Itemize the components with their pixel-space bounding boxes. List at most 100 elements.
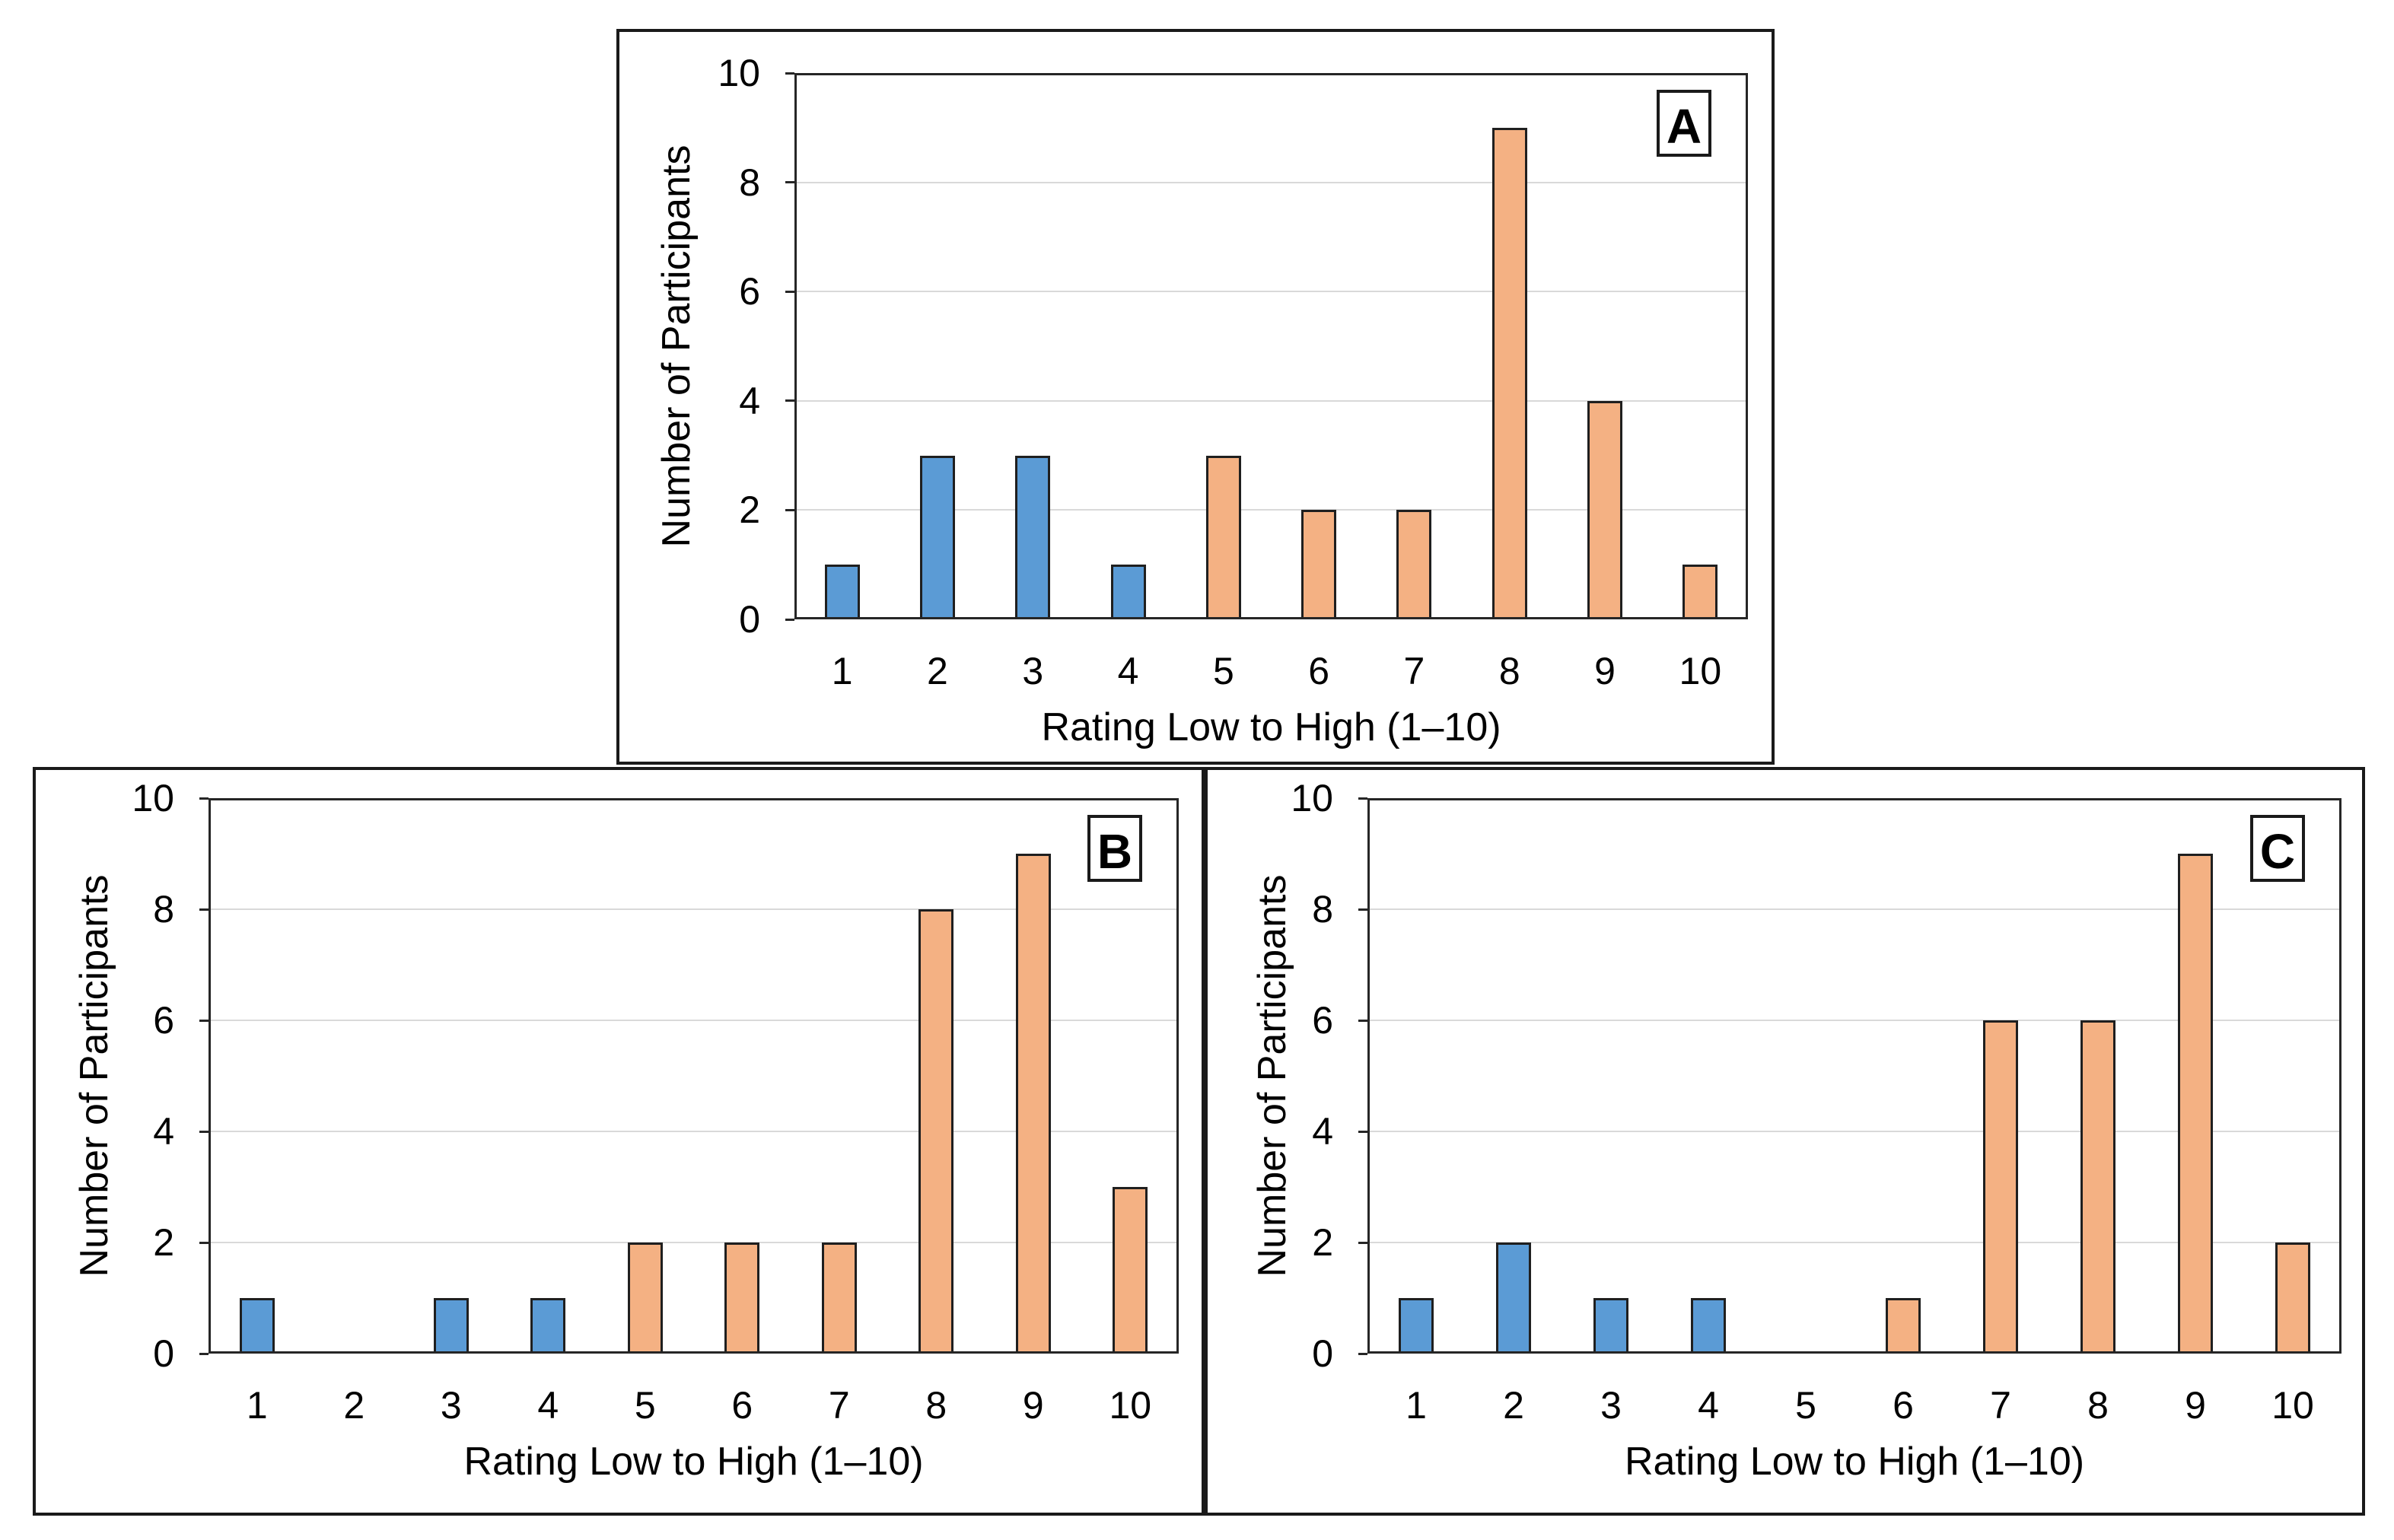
y-tick-label-4: 4 (153, 1110, 174, 1153)
panel-a: 0 2 4 6 8 10 1 2 3 4 5 6 7 8 9 10 Rating Low to High (1–… (616, 29, 1775, 765)
gridline-8 (794, 181, 1748, 183)
plot-area (1367, 798, 2341, 1354)
x-axis-title: Rating Low to High (1–10) (1624, 1440, 2085, 1484)
x-tick-label-3: 3 (1600, 1384, 1622, 1427)
x-tick-label-7: 7 (1990, 1384, 2011, 1427)
y-axis-title: Number of Participants (72, 874, 116, 1278)
x-tick-label-7: 7 (828, 1384, 850, 1427)
x-tick-label-2: 2 (927, 650, 948, 692)
y-tick-label-0: 0 (1312, 1332, 1333, 1375)
y-tick-mark-0 (785, 618, 794, 621)
x-tick-label-5: 5 (1795, 1384, 1816, 1427)
x-tick-label-9: 9 (2185, 1384, 2206, 1427)
x-tick-label-5: 5 (634, 1384, 656, 1427)
y-tick-label-0: 0 (153, 1332, 174, 1375)
x-tick-label-3: 3 (440, 1384, 462, 1427)
x-tick-label-4: 4 (1698, 1384, 1719, 1427)
x-tick-label-6: 6 (1308, 650, 1330, 692)
panel-b: 0 2 4 6 8 10 1 2 3 4 5 6 7 8 9 10 Rating Low to High (1–… (33, 767, 1205, 1516)
gridline-6 (209, 1020, 1179, 1021)
y-tick-label-8: 8 (1312, 888, 1333, 931)
y-axis-title: Number of Participants (1250, 874, 1294, 1278)
bar-rating-1 (239, 1298, 275, 1354)
panel-label-A: A (1657, 90, 1711, 157)
bar-rating-9 (2178, 854, 2213, 1354)
bar-rating-9 (1587, 400, 1623, 619)
x-tick-label-5: 5 (1212, 650, 1234, 692)
gridline-2 (1367, 1242, 2341, 1243)
bar-rating-1 (1399, 1298, 1434, 1354)
y-axis-title: Number of Participants (654, 145, 699, 548)
x-tick-label-3: 3 (1022, 650, 1044, 692)
y-tick-label-6: 6 (153, 999, 174, 1042)
x-tick-label-8: 8 (1498, 650, 1520, 692)
x-tick-label-1: 1 (246, 1384, 268, 1427)
y-tick-label-2: 2 (739, 488, 760, 532)
bar-rating-7 (1396, 510, 1432, 619)
y-tick-mark-8 (785, 181, 794, 184)
panel-label-C: C (2250, 815, 2305, 882)
x-axis-title: Rating Low to High (1–10) (463, 1440, 924, 1484)
bar-rating-5 (1205, 455, 1241, 619)
gridline-4 (794, 399, 1748, 402)
bar-rating-6 (724, 1242, 760, 1354)
y-tick-mark-8 (1358, 908, 1367, 911)
y-tick-mark-2 (1358, 1241, 1367, 1244)
y-tick-mark-6 (1358, 1019, 1367, 1022)
x-tick-label-4: 4 (1117, 650, 1139, 692)
y-tick-label-4: 4 (1312, 1110, 1333, 1153)
bar-rating-8 (2080, 1020, 2115, 1354)
x-tick-label-6: 6 (731, 1384, 753, 1427)
x-tick-label-8: 8 (925, 1384, 947, 1427)
y-tick-label-10: 10 (718, 52, 760, 94)
gridline-8 (209, 908, 1179, 910)
y-tick-mark-6 (199, 1019, 209, 1022)
x-tick-label-1: 1 (831, 650, 853, 692)
x-tick-label-6: 6 (1893, 1384, 1914, 1427)
gridline-2 (794, 509, 1748, 511)
gridline-6 (794, 291, 1748, 293)
y-tick-label-0: 0 (739, 598, 760, 641)
y-tick-label-2: 2 (1312, 1221, 1333, 1264)
bar-rating-3 (1015, 455, 1051, 619)
y-tick-label-4: 4 (739, 379, 760, 422)
y-tick-mark-4 (785, 399, 794, 402)
bar-rating-1 (824, 565, 860, 619)
x-tick-label-7: 7 (1403, 650, 1425, 692)
x-tick-label-8: 8 (2087, 1384, 2109, 1427)
bar-rating-2 (1496, 1242, 1531, 1354)
bar-rating-4 (530, 1298, 566, 1354)
y-tick-label-10: 10 (1291, 777, 1333, 819)
gridline-2 (209, 1242, 1179, 1243)
bar-rating-10 (1113, 1187, 1148, 1354)
y-tick-mark-4 (1358, 1130, 1367, 1133)
y-tick-label-10: 10 (132, 777, 174, 819)
gridline-8 (1367, 908, 2341, 910)
bar-rating-8 (918, 909, 954, 1354)
x-tick-label-2: 2 (343, 1384, 365, 1427)
y-tick-mark-6 (785, 290, 794, 293)
panel-label-B: B (1087, 815, 1142, 882)
bar-rating-5 (627, 1242, 663, 1354)
plot-area (794, 73, 1748, 619)
y-tick-mark-10 (1358, 797, 1367, 800)
x-axis-title: Rating Low to High (1–10) (1041, 705, 1501, 749)
y-tick-mark-10 (199, 797, 209, 800)
gridline-6 (1367, 1020, 2341, 1021)
bar-rating-8 (1491, 127, 1527, 619)
y-tick-mark-0 (199, 1352, 209, 1355)
y-tick-mark-2 (199, 1241, 209, 1244)
plot-area (209, 798, 1179, 1354)
x-tick-label-10: 10 (1679, 650, 1722, 692)
y-tick-mark-8 (199, 908, 209, 911)
x-tick-label-10: 10 (2271, 1384, 2314, 1427)
y-tick-label-6: 6 (739, 270, 760, 313)
x-tick-label-2: 2 (1503, 1384, 1524, 1427)
y-tick-label-8: 8 (153, 888, 174, 931)
y-tick-mark-2 (785, 508, 794, 511)
gridline-4 (1367, 1131, 2341, 1132)
y-tick-label-2: 2 (153, 1221, 174, 1264)
y-tick-mark-0 (1358, 1352, 1367, 1355)
y-tick-mark-10 (785, 72, 794, 75)
